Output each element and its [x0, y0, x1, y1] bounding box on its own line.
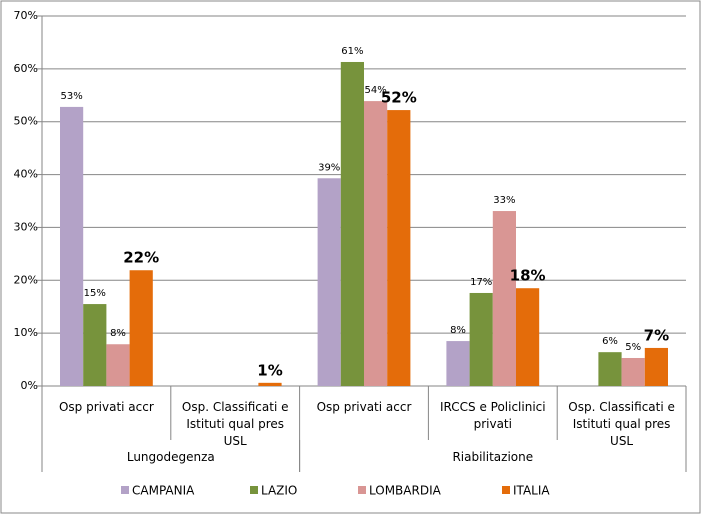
value-label: 61% [341, 46, 363, 57]
value-label: 15% [84, 288, 106, 299]
value-label: 53% [60, 91, 82, 102]
bar [83, 304, 107, 386]
bar [621, 357, 645, 386]
bar [258, 382, 282, 386]
y-tick-label: 30% [14, 220, 38, 233]
bar [340, 61, 364, 386]
legend-label: LAZIO [261, 484, 297, 498]
bar [387, 110, 411, 386]
y-tick-label: 70% [14, 9, 38, 22]
value-label: 54% [364, 85, 386, 96]
legend-label: CAMPANIA [132, 484, 195, 498]
legend-marker [250, 486, 258, 494]
value-label: 7% [644, 326, 669, 344]
value-label: 17% [470, 277, 492, 288]
bar [106, 344, 130, 386]
legend-marker [121, 486, 129, 494]
value-label: 22% [123, 249, 159, 267]
bar [598, 352, 622, 386]
legend-label: ITALIA [513, 484, 550, 498]
bar [516, 288, 540, 386]
value-label: 52% [381, 89, 417, 107]
y-tick-label: 40% [14, 168, 38, 181]
x-tick-label: Osp. Classificati e Istituti qual pres U… [181, 400, 289, 448]
value-label: 1% [257, 361, 282, 379]
x-tick-label: Osp privati accr [58, 400, 154, 414]
x-tick-label: Osp privati accr [316, 400, 412, 414]
value-label: 33% [493, 195, 515, 206]
bar [317, 178, 341, 386]
y-tick-label: 10% [14, 326, 38, 339]
bar [364, 101, 388, 386]
value-label: 18% [510, 267, 546, 285]
group-label: Riabilitazione [452, 450, 534, 464]
y-tick-label: 20% [14, 273, 38, 286]
bar [446, 341, 470, 386]
value-label: 8% [110, 328, 126, 339]
bar [492, 211, 516, 386]
legend-label: LOMBARDIA [369, 484, 442, 498]
value-label: 6% [602, 336, 618, 347]
legend-marker [358, 486, 366, 494]
legend-marker [502, 486, 510, 494]
y-tick-label: 0% [21, 379, 38, 392]
y-tick-label: 60% [14, 62, 38, 75]
group-label: Lungodegenza [126, 450, 215, 464]
value-label: 39% [318, 162, 340, 173]
bar [469, 292, 493, 386]
bar [60, 106, 84, 387]
bar [129, 270, 153, 386]
bar [644, 347, 668, 386]
x-tick-label: IRCCS e Policlinici privati [439, 400, 546, 431]
value-label: 5% [625, 342, 641, 353]
value-label: 8% [450, 325, 466, 336]
y-tick-label: 50% [14, 115, 38, 128]
x-tick-label: Osp. Classificati e Istituti qual pres U… [568, 400, 675, 448]
